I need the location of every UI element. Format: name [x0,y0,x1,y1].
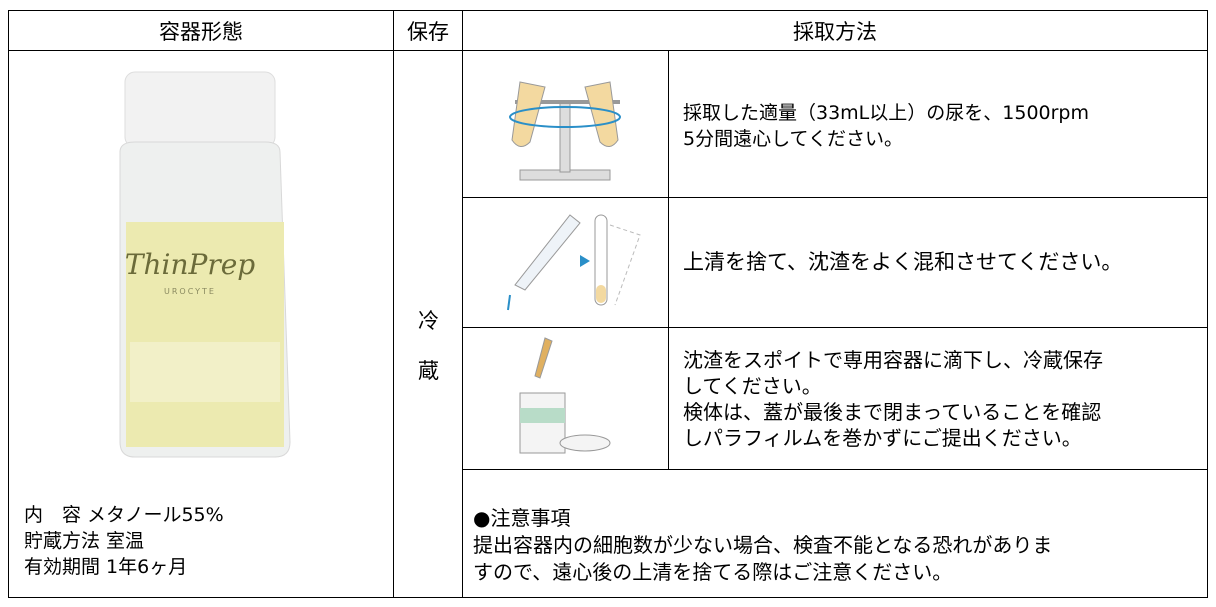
step-text: 上清を捨て、沈渣をよく混和させてください。 [683,249,1122,275]
note-line: すので、遠心後の上清を捨てる際はご注意ください。 [473,560,953,584]
storage-char: 冷 [418,309,439,333]
container-info: 内 容 メタノール55% 貯蔵方法 室温 有効期間 1年6ヶ月 [24,502,224,580]
header-text: 採取方法 [793,19,877,44]
info-line: 有効期間 1年6ヶ月 [24,556,188,578]
step-line: 5分間遠心してください。 [683,128,903,150]
header-text: 容器形態 [159,19,243,44]
step-line: 上清を捨て、沈渣をよく混和させてください。 [683,250,1123,274]
header-text: 保存 [407,19,449,44]
step-text: 沈渣をスポイトで専用容器に滴下し、冷蔵保存 してください。 検体は、蓋が最後まで… [683,347,1103,451]
step-line: 検体は、蓋が最後まで閉まっていることを確認 [683,400,1102,424]
note-line: 提出容器内の細胞数が少ない場合、検査不能となる恐れがありま [473,533,1053,557]
storage-char: 蔵 [418,359,439,383]
info-line: 貯蔵方法 室温 [24,530,145,552]
header-cell: 採取方法 [462,10,1208,51]
note-title: ●注意事項 [473,506,571,530]
step-line: 採取した適量（33mL以上）の尿を、1500rpm [683,102,1090,124]
step-line: 沈渣をスポイトで専用容器に滴下し、冷蔵保存 [683,348,1103,372]
step-line: してください。 [683,374,822,398]
product-sub: UROCYTE [164,287,216,296]
product-logo: ThinPrep [125,248,255,281]
step-line: しパラフィルムを巻かずにご提出ください。 [683,426,1082,450]
container-photo: ThinPrep UROCYTE [119,71,291,458]
info-line: 内 容 メタノール55% [24,504,224,526]
note-text: ●注意事項 提出容器内の細胞数が少ない場合、検査不能となる恐れがありま すので、… [473,505,1052,586]
centrifuge-icon [509,81,621,181]
header-cell: 保存 [393,10,463,51]
header-cell: 容器形態 [8,10,394,51]
storage-text: 冷 蔵 [418,296,439,396]
dropper-icon [519,337,611,454]
note-cell [462,469,1208,598]
decant-icon [507,214,641,311]
step-text: 採取した適量（33mL以上）の尿を、1500rpm 5分間遠心してください。 [683,100,1089,152]
